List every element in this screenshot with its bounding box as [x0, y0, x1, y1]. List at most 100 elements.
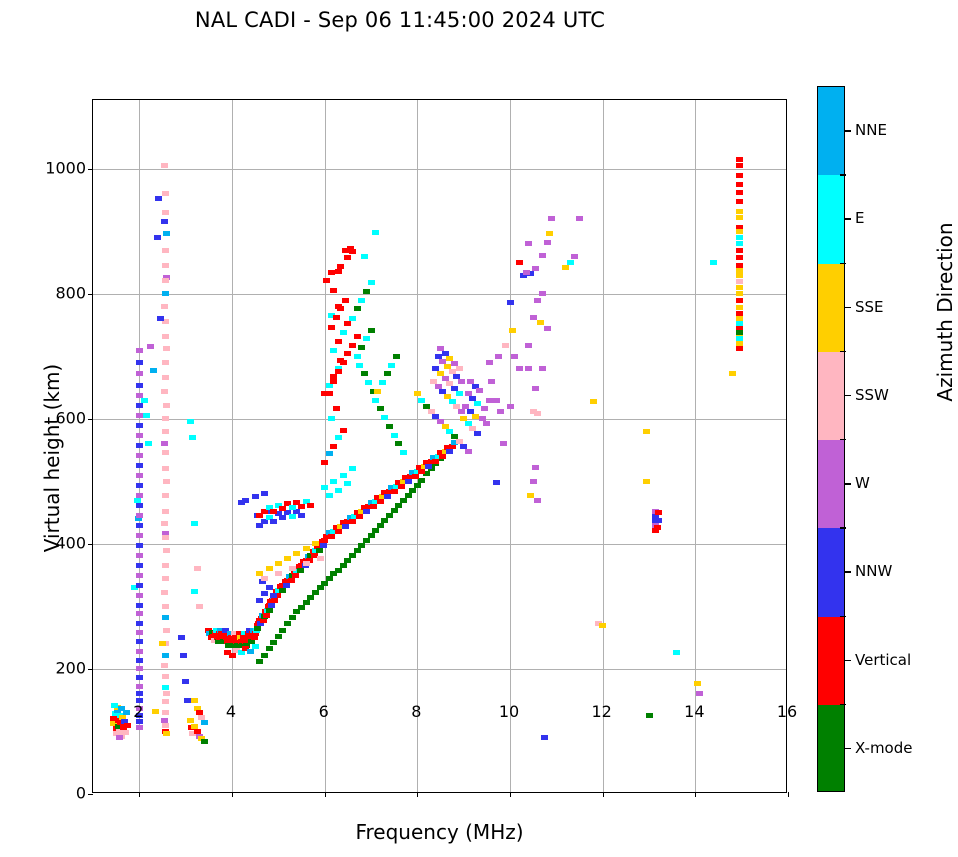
- echo-point: [135, 602, 143, 608]
- echo-point: [434, 453, 442, 459]
- colorbar-segment-nnw[interactable]: [818, 528, 844, 618]
- echo-point: [316, 542, 324, 548]
- echo-point: [157, 316, 165, 322]
- echo-point: [390, 488, 398, 494]
- echo-point: [135, 360, 143, 366]
- echo-point: [443, 363, 451, 369]
- echo-point: [386, 512, 394, 518]
- echo-point: [193, 566, 201, 572]
- echo-point: [453, 373, 461, 379]
- y-axis-label: Virtual height (km): [40, 363, 64, 553]
- colorbar-segment-x-mode[interactable]: [818, 704, 844, 791]
- echo-point: [344, 481, 352, 487]
- colorbar-segment-vertical[interactable]: [818, 616, 844, 706]
- echo-point: [330, 478, 338, 484]
- echo-point: [388, 485, 396, 491]
- echo-point: [654, 510, 662, 516]
- echo-point: [372, 498, 380, 504]
- echo-point: [189, 435, 197, 441]
- echo-point: [418, 468, 426, 474]
- echo-point: [268, 602, 276, 608]
- echo-point: [437, 346, 444, 352]
- echo-point: [464, 391, 472, 397]
- echo-point: [302, 557, 310, 563]
- echo-point: [330, 347, 338, 353]
- echo-point: [589, 398, 597, 404]
- echo-point: [222, 627, 229, 633]
- echo-point: [427, 458, 435, 464]
- echo-point: [457, 408, 465, 414]
- echo-point: [735, 156, 743, 162]
- echo-point: [735, 190, 743, 196]
- echo-point: [162, 710, 170, 716]
- echo-point: [251, 631, 259, 637]
- echo-point: [464, 448, 472, 454]
- echo-point: [135, 392, 143, 398]
- echo-point: [278, 587, 286, 593]
- echo-point: [161, 416, 169, 422]
- echo-point: [135, 697, 143, 703]
- echo-point: [362, 336, 370, 342]
- colorbar-tick: [845, 659, 851, 662]
- echo-point: [141, 397, 149, 403]
- echo-point: [735, 181, 743, 187]
- echo-point: [430, 455, 438, 461]
- echo-point: [316, 556, 324, 562]
- echo-point: [257, 621, 265, 627]
- echo-point: [135, 512, 143, 518]
- colorbar-segment-ssw[interactable]: [818, 351, 844, 441]
- echo-point: [365, 503, 373, 509]
- plot-area[interactable]: [88, 99, 789, 797]
- echo-point: [474, 431, 482, 437]
- echo-point: [446, 448, 454, 454]
- echo-point: [209, 633, 217, 639]
- echo-point: [135, 691, 143, 697]
- echo-point: [735, 330, 743, 336]
- echo-point: [427, 466, 435, 472]
- echo-point: [135, 442, 143, 448]
- echo-point: [270, 640, 278, 646]
- colorbar-segment-w[interactable]: [818, 440, 844, 529]
- echo-point: [113, 705, 121, 711]
- echo-point: [358, 542, 366, 548]
- echo-point: [135, 482, 143, 488]
- echo-point: [161, 218, 169, 224]
- echo-point: [238, 642, 246, 648]
- echo-point: [162, 263, 170, 269]
- echo-point: [321, 485, 329, 491]
- echo-point: [325, 492, 333, 498]
- x-tick: [602, 792, 604, 797]
- echo-point: [242, 646, 250, 652]
- echo-point: [383, 371, 391, 377]
- echo-point: [154, 235, 162, 241]
- echo-point: [416, 465, 424, 471]
- echo-point: [131, 585, 139, 591]
- echo-point: [117, 720, 125, 726]
- colorbar-segment-sse[interactable]: [818, 263, 844, 353]
- y-gridline: [93, 168, 786, 170]
- colorbar-segment-nne[interactable]: [818, 87, 844, 176]
- echo-point: [284, 510, 292, 516]
- echo-point: [325, 382, 333, 388]
- echo-point: [265, 607, 273, 613]
- echo-point: [460, 416, 468, 422]
- x-tick: [324, 792, 326, 797]
- echo-point: [260, 576, 268, 582]
- echo-point: [210, 637, 218, 643]
- echo-point: [548, 216, 556, 222]
- colorbar-label-vertical: Vertical: [855, 650, 912, 669]
- echo-point: [332, 315, 340, 321]
- y-gridline: [93, 543, 786, 545]
- echo-point: [413, 391, 421, 397]
- echo-point: [471, 383, 479, 389]
- echo-point: [135, 347, 143, 353]
- echo-point: [135, 462, 143, 468]
- echo-point: [543, 326, 551, 332]
- echo-point: [256, 658, 264, 664]
- echo-point: [279, 627, 287, 633]
- echo-point: [735, 305, 743, 311]
- echo-point: [344, 255, 352, 261]
- echo-point: [211, 631, 219, 637]
- echo-point: [279, 515, 287, 521]
- colorbar-segment-e[interactable]: [818, 175, 844, 265]
